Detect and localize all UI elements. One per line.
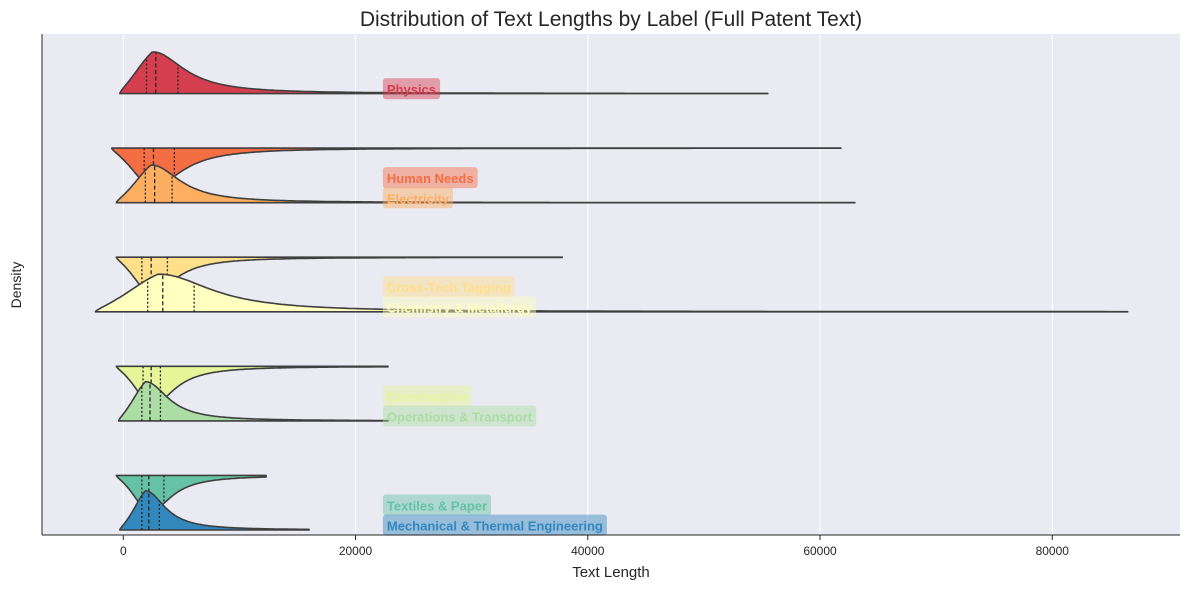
violin-electricity [115,164,856,204]
series-label-text: Physics [387,82,436,97]
x-tick-label: 20000 [339,544,373,558]
series-label-text: Operations & Transport [387,410,533,425]
x-axis-label: Text Length [572,564,650,581]
series-label-background [382,78,441,100]
x-tick-label: 80000 [1036,544,1070,558]
series-labels: Physics Human Needs Electricity Cross-Tech … [382,78,607,536]
series-label-text: Chemistry & Metallurgy [387,300,533,315]
series-label-background [382,167,478,189]
series-label-background [382,405,537,427]
violin-operations-and-transport [117,380,389,422]
violin-physics [119,51,769,95]
violin-body [115,164,856,204]
series-label-operations-and-transport: Operations & Transport [382,405,537,427]
series-label-electricity: Electricity [382,187,454,209]
series-label-background [382,187,454,209]
violin-body [119,51,769,95]
series-label-physics: Physics [382,78,441,100]
series-label-human-needs: Human Needs [382,167,478,189]
series-label-text: Cross-Tech Tagging [387,280,511,295]
series-label-background [382,276,515,298]
series-label-mechanical-and-thermal-engineering: Mechanical & Thermal Engineering [382,514,607,536]
series-label-chemistry-and-metallurgy: Chemistry & Metallurgy [382,296,537,318]
y-axis-label: Density [8,262,24,309]
series-label-text: Textiles & Paper [387,498,487,513]
plot-area [42,34,1180,535]
x-ticks: 0 20000 40000 60000 80000 [120,535,1069,558]
series-label-background [382,296,537,318]
violins [94,51,1129,531]
x-tick-label: 60000 [803,544,837,558]
series-label-textiles-and-paper: Textiles & Paper [382,494,492,516]
series-label-background [382,494,492,516]
x-tick-label: 40000 [571,544,605,558]
violin-chemistry-and-metallurgy [94,273,1129,313]
grid-lines [122,34,1053,535]
series-label-text: Human Needs [387,171,474,186]
series-label-background [382,514,607,536]
series-label-cross-tech-tagging: Cross-Tech Tagging [382,276,515,298]
violin-body [117,380,389,422]
violin-body [94,273,1129,313]
series-label-construction: Construction [382,385,472,407]
series-label-text: Construction [387,389,468,404]
x-tick-label: 0 [120,544,127,558]
violin-mechanical-and-thermal-engineering [119,490,310,531]
series-label-background [382,385,472,407]
violin-body [119,490,310,531]
series-label-text: Electricity [387,191,450,206]
violin-body [115,365,389,408]
chart-title: Distribution of Text Lengths by Label (F… [360,8,862,31]
series-label-text: Mechanical & Thermal Engineering [387,519,603,534]
